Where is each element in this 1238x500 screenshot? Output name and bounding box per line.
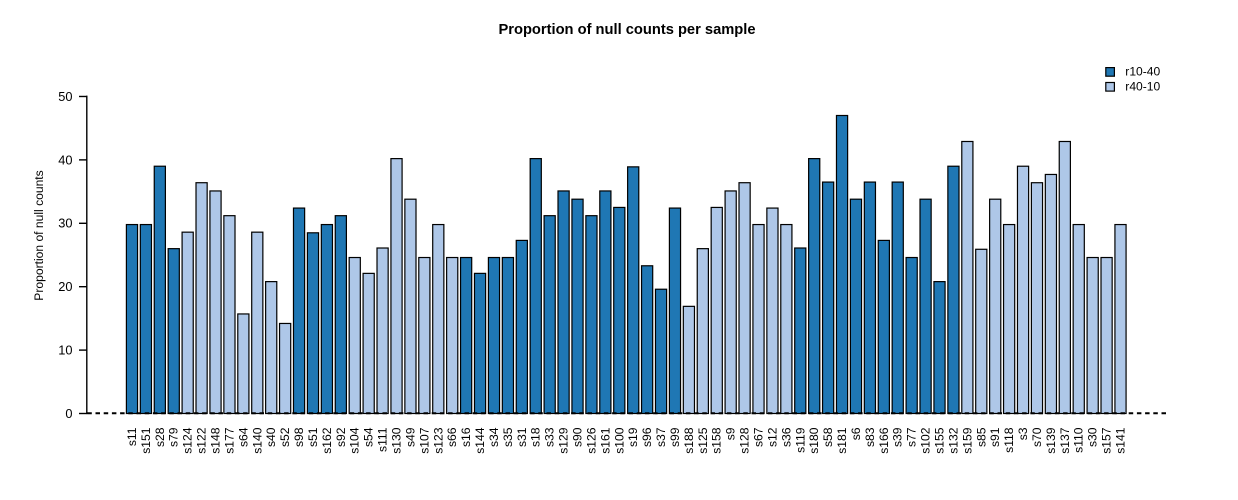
svg-text:s104: s104 (348, 427, 362, 453)
svg-text:s159: s159 (960, 427, 974, 453)
svg-text:s33: s33 (543, 427, 557, 447)
svg-text:s124: s124 (181, 427, 195, 453)
svg-text:s180: s180 (807, 427, 821, 453)
svg-text:s118: s118 (1002, 427, 1016, 453)
svg-text:s110: s110 (1072, 427, 1086, 453)
svg-text:s148: s148 (209, 427, 223, 453)
svg-text:s34: s34 (487, 427, 501, 447)
svg-text:s140: s140 (250, 427, 264, 453)
svg-text:r40-10: r40-10 (1125, 80, 1160, 94)
svg-text:s19: s19 (626, 427, 640, 447)
svg-text:s36: s36 (779, 427, 793, 447)
svg-text:s35: s35 (501, 427, 515, 447)
svg-text:s51: s51 (306, 427, 320, 447)
svg-text:s12: s12 (765, 427, 779, 447)
svg-text:s181: s181 (835, 427, 849, 453)
svg-text:s92: s92 (334, 427, 348, 447)
svg-text:s132: s132 (946, 427, 960, 453)
svg-text:s139: s139 (1044, 427, 1058, 453)
svg-text:s37: s37 (654, 427, 668, 447)
svg-text:s161: s161 (598, 427, 612, 453)
svg-text:s126: s126 (584, 427, 598, 453)
svg-text:s107: s107 (417, 427, 431, 453)
svg-text:s122: s122 (195, 427, 209, 453)
svg-text:s9: s9 (724, 427, 738, 440)
svg-text:s98: s98 (292, 427, 306, 447)
svg-text:s83: s83 (863, 427, 877, 447)
svg-text:s102: s102 (919, 427, 933, 453)
svg-text:s58: s58 (821, 427, 835, 447)
svg-text:s155: s155 (933, 427, 947, 453)
svg-text:r10-40: r10-40 (1125, 65, 1160, 79)
svg-text:s91: s91 (988, 427, 1002, 447)
svg-text:s130: s130 (390, 427, 404, 453)
svg-text:s90: s90 (571, 427, 585, 447)
svg-text:s151: s151 (139, 427, 153, 453)
svg-text:s162: s162 (320, 427, 334, 453)
svg-text:s158: s158 (710, 427, 724, 453)
svg-text:30: 30 (58, 216, 72, 231)
svg-text:s119: s119 (793, 427, 807, 453)
svg-text:s3: s3 (1016, 427, 1030, 440)
svg-text:s54: s54 (362, 427, 376, 447)
svg-text:s52: s52 (278, 427, 292, 447)
svg-text:s96: s96 (640, 427, 654, 447)
svg-text:s99: s99 (668, 427, 682, 447)
svg-text:10: 10 (58, 343, 72, 358)
svg-text:s28: s28 (153, 427, 167, 447)
svg-text:s166: s166 (877, 427, 891, 453)
svg-text:50: 50 (58, 89, 72, 104)
svg-text:20: 20 (58, 279, 72, 294)
svg-text:s137: s137 (1058, 427, 1072, 453)
svg-text:s70: s70 (1030, 427, 1044, 447)
svg-text:s64: s64 (236, 427, 250, 447)
svg-text:s39: s39 (891, 427, 905, 447)
svg-text:s30: s30 (1086, 427, 1100, 447)
svg-text:s141: s141 (1114, 427, 1128, 453)
svg-text:s49: s49 (403, 427, 417, 447)
svg-text:s100: s100 (612, 427, 626, 453)
svg-text:s77: s77 (905, 427, 919, 447)
svg-text:s157: s157 (1100, 427, 1114, 453)
svg-text:s67: s67 (752, 427, 766, 447)
svg-text:s16: s16 (459, 427, 473, 447)
svg-text:s31: s31 (515, 427, 529, 447)
svg-text:s79: s79 (167, 427, 181, 447)
svg-text:40: 40 (58, 152, 72, 167)
svg-text:s125: s125 (696, 427, 710, 453)
svg-text:s144: s144 (473, 427, 487, 453)
svg-text:s11: s11 (125, 427, 139, 446)
svg-text:s18: s18 (529, 427, 543, 447)
svg-text:s129: s129 (557, 427, 571, 453)
svg-text:s85: s85 (974, 427, 988, 447)
svg-text:Proportion of null counts: Proportion of null counts (32, 170, 46, 300)
svg-text:0: 0 (65, 406, 72, 421)
svg-text:s123: s123 (431, 427, 445, 453)
svg-text:Proportion of null counts per: Proportion of null counts per sample (498, 22, 755, 38)
svg-text:s177: s177 (222, 427, 236, 453)
svg-text:s188: s188 (682, 427, 696, 453)
svg-text:s128: s128 (738, 427, 752, 453)
svg-text:s6: s6 (849, 427, 863, 440)
svg-text:s40: s40 (264, 427, 278, 447)
svg-text:s111: s111 (376, 427, 390, 452)
svg-text:s66: s66 (445, 427, 459, 447)
